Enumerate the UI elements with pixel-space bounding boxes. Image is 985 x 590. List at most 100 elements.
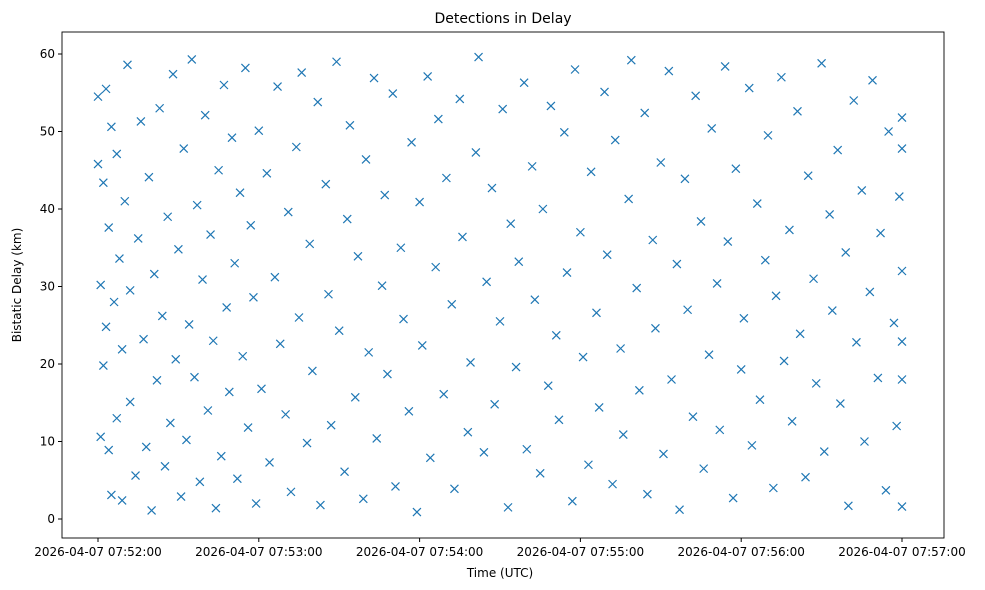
data-point — [897, 144, 907, 153]
data-point — [610, 135, 620, 145]
data-point — [562, 268, 572, 277]
data-point — [120, 196, 130, 206]
data-point — [728, 493, 738, 503]
data-point — [324, 289, 333, 299]
data-point — [819, 447, 829, 456]
data-point — [307, 366, 317, 376]
data-point — [208, 336, 218, 346]
data-point — [104, 223, 114, 233]
data-point — [380, 190, 390, 200]
data-point — [771, 291, 781, 301]
data-point — [291, 142, 301, 152]
data-point — [768, 483, 778, 493]
data-point — [795, 329, 805, 339]
data-point — [471, 148, 481, 157]
data-point — [131, 471, 140, 481]
data-point — [407, 137, 416, 147]
data-point — [715, 425, 725, 435]
data-point — [466, 358, 475, 367]
data-point — [567, 496, 577, 506]
data-point — [835, 399, 845, 408]
data-point — [897, 502, 907, 512]
x-tick-label: 2026-04-07 07:55:00 — [517, 545, 644, 559]
y-tick-label: 50 — [40, 125, 55, 139]
data-point — [763, 130, 773, 140]
data-point — [897, 266, 907, 276]
x-tick-label: 2026-04-07 07:57:00 — [838, 545, 965, 559]
data-point — [251, 499, 261, 508]
data-point — [224, 387, 234, 397]
data-point — [683, 305, 693, 315]
data-point — [688, 412, 698, 422]
data-point — [817, 58, 827, 68]
data-point — [345, 120, 355, 130]
data-point — [458, 232, 467, 242]
data-point — [425, 453, 435, 463]
data-point — [439, 389, 449, 399]
data-point — [412, 507, 422, 517]
data-point — [498, 104, 508, 114]
data-point — [527, 161, 537, 171]
data-point — [211, 503, 221, 513]
data-point — [602, 250, 612, 260]
points-layer — [93, 52, 907, 517]
data-point — [297, 68, 307, 78]
data-point — [240, 63, 250, 73]
data-point — [897, 113, 907, 122]
data-point — [584, 460, 593, 470]
data-point — [530, 295, 540, 305]
data-point — [897, 337, 907, 346]
data-point — [624, 194, 634, 204]
data-point — [353, 251, 363, 261]
data-point — [168, 69, 178, 79]
data-point — [115, 254, 124, 264]
data-point — [152, 375, 162, 385]
data-point — [96, 432, 106, 442]
data-point — [586, 167, 596, 177]
data-point — [93, 159, 103, 169]
data-point — [626, 55, 636, 65]
data-point — [157, 311, 167, 321]
data-point — [675, 505, 684, 515]
data-point — [849, 96, 859, 105]
data-point — [123, 60, 132, 70]
data-point — [747, 440, 757, 450]
data-point — [447, 299, 457, 309]
data-point — [450, 484, 459, 494]
axes-frame — [61, 31, 945, 539]
data-point — [117, 344, 127, 354]
data-point — [811, 378, 821, 388]
data-point — [570, 65, 580, 74]
data-point — [176, 492, 186, 501]
data-point — [881, 485, 891, 495]
data-point — [860, 437, 869, 446]
data-point — [546, 101, 556, 111]
y-axis-label: Bistatic Delay (km) — [10, 228, 24, 343]
data-point — [313, 97, 323, 107]
data-point — [554, 415, 564, 425]
data-point — [117, 495, 127, 505]
data-point — [691, 91, 701, 101]
data-point — [104, 445, 114, 455]
data-point — [736, 365, 746, 374]
data-point — [275, 339, 285, 349]
data-point — [396, 243, 406, 253]
data-point — [809, 274, 818, 284]
data-point — [101, 84, 111, 94]
data-point — [648, 235, 658, 245]
data-point — [125, 397, 135, 407]
data-point — [316, 500, 325, 510]
data-point — [503, 502, 513, 512]
data-point — [141, 442, 151, 452]
x-tick-label: 2026-04-07 07:54:00 — [356, 545, 483, 559]
data-point — [93, 92, 103, 102]
data-point — [391, 482, 400, 491]
data-point — [600, 87, 609, 97]
data-point — [755, 395, 765, 405]
data-point — [511, 362, 521, 372]
data-point — [793, 106, 802, 116]
data-point — [144, 172, 154, 182]
data-point — [203, 406, 213, 415]
data-point — [699, 464, 709, 474]
data-point — [350, 392, 360, 402]
